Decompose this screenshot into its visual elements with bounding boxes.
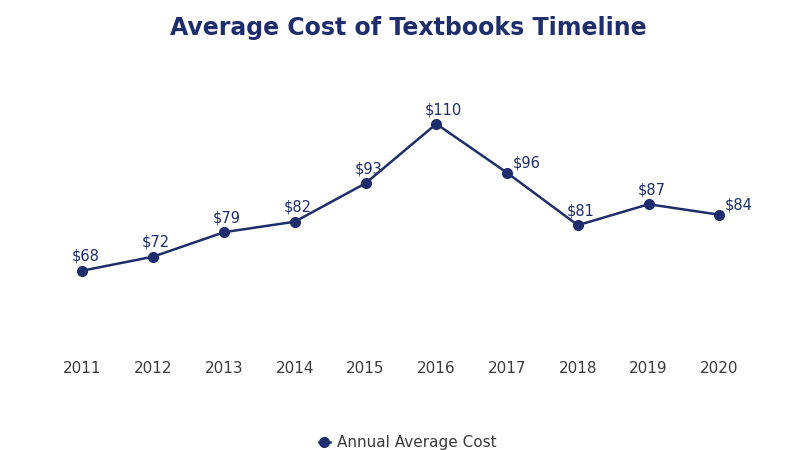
Annual Average Cost <box>573 222 582 228</box>
Text: $82: $82 <box>284 200 312 215</box>
Annual Average Cost <box>714 212 724 217</box>
Annual Average Cost <box>290 219 299 225</box>
Text: $81: $81 <box>566 203 594 219</box>
Annual Average Cost <box>644 202 654 207</box>
Line: Annual Average Cost: Annual Average Cost <box>78 119 724 275</box>
Text: $96: $96 <box>513 155 541 170</box>
Text: $84: $84 <box>725 197 753 212</box>
Text: $79: $79 <box>213 211 241 225</box>
Legend: Annual Average Cost: Annual Average Cost <box>313 429 503 450</box>
Text: $68: $68 <box>71 249 99 264</box>
Title: Average Cost of Textbooks Timeline: Average Cost of Textbooks Timeline <box>170 16 646 40</box>
Annual Average Cost <box>149 254 158 259</box>
Text: $93: $93 <box>354 162 382 176</box>
Text: $110: $110 <box>425 102 462 117</box>
Text: $72: $72 <box>142 235 170 250</box>
Annual Average Cost <box>431 121 441 126</box>
Annual Average Cost <box>361 180 370 186</box>
Annual Average Cost <box>219 230 229 235</box>
Annual Average Cost <box>502 170 512 176</box>
Text: $87: $87 <box>638 183 666 198</box>
Annual Average Cost <box>78 268 87 273</box>
